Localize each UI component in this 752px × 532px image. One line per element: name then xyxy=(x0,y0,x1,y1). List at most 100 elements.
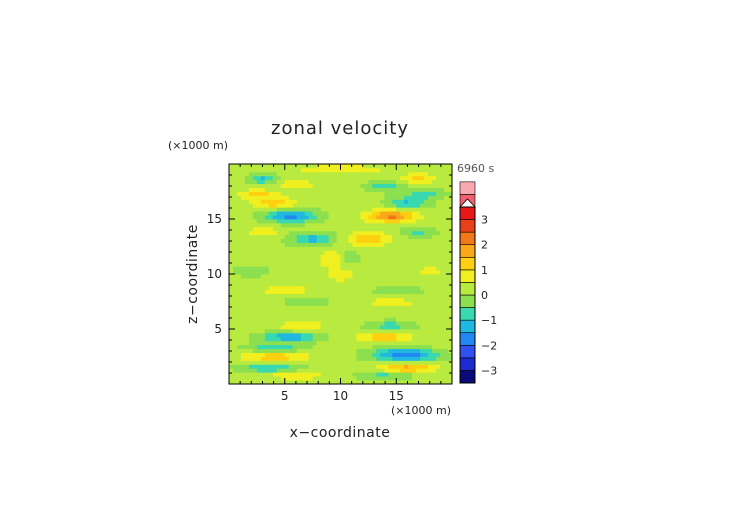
heatmap-cell xyxy=(404,344,409,350)
heatmap-cell xyxy=(340,321,345,326)
heatmap-cell xyxy=(352,376,357,381)
heatmap-cell xyxy=(376,183,381,188)
heatmap-cell xyxy=(348,281,353,287)
heatmap-cell xyxy=(320,234,325,240)
heatmap-cell xyxy=(264,332,270,338)
heatmap-cell xyxy=(296,226,302,232)
colorbar-swatch xyxy=(459,244,476,258)
heatmap-cell xyxy=(260,215,266,220)
heatmap-cell xyxy=(256,222,262,228)
heatmap-cell xyxy=(296,207,302,212)
heatmap-cell xyxy=(392,293,397,298)
heatmap-cell xyxy=(372,230,377,236)
heatmap-cell xyxy=(424,215,429,220)
heatmap-cell xyxy=(324,332,329,338)
heatmap-cell xyxy=(268,183,274,188)
heatmap-cell xyxy=(404,250,409,255)
heatmap-cell xyxy=(424,226,429,232)
heatmap-cell xyxy=(229,179,234,185)
heatmap-cell xyxy=(308,281,314,287)
heatmap-cell xyxy=(272,336,278,342)
heatmap-cell xyxy=(288,234,294,240)
heatmap-cell xyxy=(252,332,258,338)
heatmap-cell xyxy=(252,167,258,173)
heatmap-cell xyxy=(232,203,238,208)
heatmap-cell xyxy=(256,285,262,291)
heatmap-cell xyxy=(416,332,421,338)
heatmap-cell xyxy=(244,234,250,240)
heatmap-cell xyxy=(332,234,337,240)
heatmap-cell xyxy=(356,364,361,369)
heatmap-cell xyxy=(256,321,262,326)
heatmap-cell xyxy=(412,254,417,259)
heatmap-cell xyxy=(312,179,318,185)
heatmap-cell xyxy=(420,270,425,275)
heatmap-cell xyxy=(360,289,365,295)
heatmap-cell xyxy=(332,340,337,346)
heatmap-cell xyxy=(340,230,345,236)
heatmap-cell xyxy=(340,270,345,275)
heatmap-cell xyxy=(229,175,234,181)
heatmap-cell xyxy=(232,293,238,298)
heatmap-cell xyxy=(436,215,441,220)
heatmap-cell xyxy=(368,207,373,212)
heatmap-cell xyxy=(332,277,337,283)
heatmap-cell xyxy=(284,222,290,228)
heatmap-cell xyxy=(312,376,318,381)
heatmap-cell xyxy=(404,309,409,314)
heatmap-cell xyxy=(336,293,341,298)
heatmap-cell xyxy=(352,305,357,310)
heatmap-cell xyxy=(348,352,353,357)
heatmap-cell xyxy=(320,238,325,243)
heatmap-cell xyxy=(396,309,401,314)
heatmap-cell xyxy=(408,285,413,291)
heatmap-cell xyxy=(256,352,262,357)
heatmap-cell xyxy=(412,293,417,298)
heatmap-cell xyxy=(252,336,258,342)
heatmap-cell xyxy=(400,187,405,192)
heatmap-cell xyxy=(264,317,270,322)
heatmap-cell xyxy=(408,211,413,216)
heatmap-cell xyxy=(260,222,266,228)
heatmap-cell xyxy=(308,364,314,369)
colorbar-frame xyxy=(459,206,476,384)
heatmap-cell xyxy=(336,344,341,350)
heatmap-cell xyxy=(248,207,254,212)
heatmap-cell xyxy=(368,277,373,283)
heatmap-cell xyxy=(316,266,321,271)
heatmap-cell xyxy=(240,364,246,369)
heatmap-cell xyxy=(232,195,238,200)
heatmap-cell xyxy=(336,246,341,251)
heatmap-cell xyxy=(336,274,341,279)
heatmap-cell xyxy=(408,317,413,322)
heatmap-cell xyxy=(252,222,258,228)
heatmap-cell xyxy=(260,301,266,306)
heatmap-cell xyxy=(444,313,449,318)
heatmap-cell xyxy=(424,222,429,228)
heatmap-cell xyxy=(432,332,437,338)
heatmap-cell xyxy=(400,258,405,263)
heatmap-cell xyxy=(384,203,389,208)
heatmap-cell xyxy=(232,171,238,177)
y-axis-label: z−coordinate xyxy=(185,224,201,324)
heatmap-cell xyxy=(328,352,333,357)
heatmap-cell xyxy=(424,234,429,240)
heatmap-cell xyxy=(316,238,321,243)
heatmap-cell xyxy=(440,203,445,208)
heatmap-cell xyxy=(229,313,234,318)
heatmap-cell xyxy=(320,317,325,322)
heatmap-cell xyxy=(296,301,302,306)
heatmap-cell xyxy=(380,175,385,181)
heatmap-cell xyxy=(284,246,290,251)
heatmap-cell xyxy=(240,352,246,357)
heatmap-cell xyxy=(348,348,353,353)
heatmap-cell xyxy=(252,380,258,385)
heatmap-cell xyxy=(392,329,397,334)
heatmap-cell xyxy=(428,222,433,228)
heatmap-cell xyxy=(336,364,341,369)
heatmap-cell xyxy=(352,258,357,263)
heatmap-cell xyxy=(376,234,381,240)
heatmap-cell xyxy=(244,175,250,181)
heatmap-cell xyxy=(248,301,254,306)
heatmap-cell xyxy=(400,356,405,361)
